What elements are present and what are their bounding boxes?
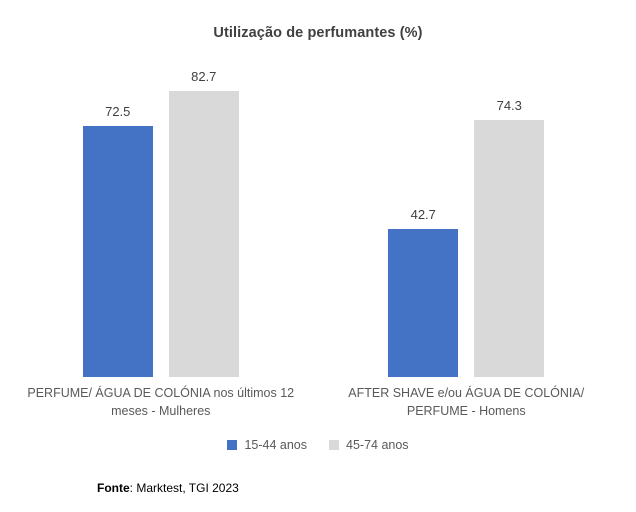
bar-45-74 anos — [168, 91, 239, 377]
chart-title: Utilização de perfumantes (%) — [213, 25, 423, 41]
category-label: AFTER SHAVE e/ou ÁGUA DE COLÓNIA/ PERFUM… — [348, 386, 585, 418]
bar-group-item: 42.7 — [388, 31, 459, 377]
legend-label: 15-44 anos — [244, 438, 307, 452]
legend: 15-44 anos 45-74 anos — [0, 438, 636, 452]
legend-label: 45-74 anos — [346, 438, 409, 452]
data-label: 42.7 — [410, 207, 436, 222]
source-note: Fonte: Marktest, TGI 2023 — [97, 481, 239, 495]
legend-item: 45-74 anos — [329, 438, 409, 452]
data-label: 82.7 — [191, 69, 217, 84]
bar-group-item: 72.5 — [82, 31, 153, 377]
category-label: PERFUME/ ÁGUA DE COLÓNIA nos últimos 12 … — [27, 386, 295, 418]
data-label: 72.5 — [105, 104, 131, 119]
bar-15-44 anos — [388, 229, 459, 377]
bar-group-item: 74.3 — [474, 31, 545, 377]
category-group: 42.7 74.3 — [314, 31, 620, 377]
source-text: : Marktest, TGI 2023 — [129, 481, 239, 495]
category-group: 72.5 82.7 — [8, 31, 314, 377]
bar-45-74 anos — [474, 120, 545, 377]
legend-swatch-icon — [227, 440, 238, 450]
bar-15-44 anos — [82, 126, 153, 377]
legend-swatch-icon — [329, 440, 339, 450]
category-axis: PERFUME/ ÁGUA DE COLÓNIA nos últimos 12 … — [8, 385, 619, 421]
bar-group-item: 82.7 — [168, 31, 239, 377]
legend-item: 15-44 anos — [227, 438, 307, 452]
source-label: Fonte — [97, 481, 130, 495]
plot-area: 72.5 82.7 42.7 74.3 — [8, 31, 619, 377]
data-label: 74.3 — [496, 98, 522, 113]
